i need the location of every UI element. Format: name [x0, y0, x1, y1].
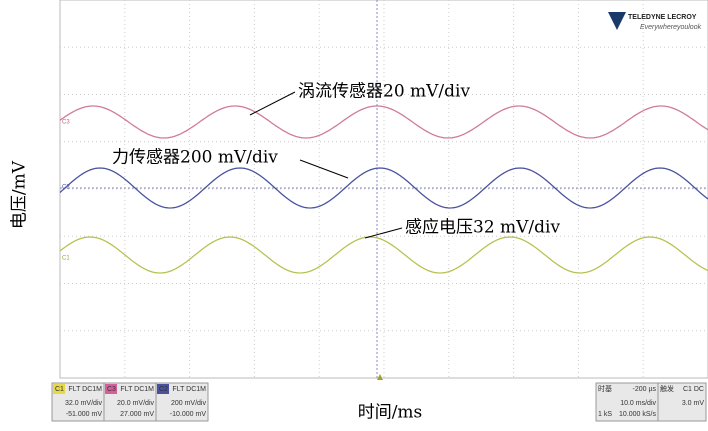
leader: [299, 159, 349, 179]
scale: 32.0 mV/div: [65, 400, 102, 407]
timebase-rate: 10.000 kS/s: [619, 411, 656, 418]
logo-brand: TELEDYNE LECROY: [628, 14, 697, 21]
marker: C3: [62, 120, 70, 126]
x-axis-label: 时间/ms: [358, 403, 423, 423]
trigger-source: C1 DC: [683, 386, 704, 393]
grid: [60, 0, 708, 378]
annotation: 涡流传感器20 mV/div: [298, 82, 470, 102]
trigger-level: 3.0 mV: [682, 400, 705, 407]
annotation: 力传感器200 mV/div: [112, 148, 278, 168]
annotation: 感应电压32 mV/div: [405, 218, 560, 238]
marker: C1: [62, 256, 70, 262]
leader: [364, 227, 403, 239]
marker: C2: [62, 185, 70, 191]
scale: 200 mV/div: [171, 400, 207, 407]
trigger-marker: [377, 374, 383, 380]
channel-id: C3: [107, 386, 116, 393]
offset: 27.000 mV: [120, 411, 154, 418]
trigger-title: 触发: [660, 384, 674, 393]
timebase-panel[interactable]: [595, 382, 659, 422]
channel-boxes: C1 FLT DC1M 32.0 mV/div -51.000 mV C3 FL…: [51, 382, 209, 422]
timebase-title: 时基: [598, 384, 612, 393]
logo-icon: [608, 12, 626, 30]
offset: -51.000 mV: [66, 411, 103, 418]
waveforms: [59, 105, 708, 274]
timebase-samples: 1 kS: [598, 411, 612, 418]
timebase-scale: 10.0 ms/div: [620, 400, 656, 407]
waveform: [59, 167, 708, 209]
coupling: FLT DC1M: [172, 386, 206, 393]
timebase-box[interactable]: 时基 -200 µs 10.0 ms/div 1 kS 10.000 kS/s: [595, 382, 659, 422]
timebase-delay: -200 µs: [633, 386, 657, 393]
channel-tag: [105, 384, 117, 394]
scale: 20.0 mV/div: [117, 400, 154, 407]
logo-tagline: Everywhereyoulook: [640, 24, 702, 31]
channel-id: C1: [55, 386, 64, 393]
offset: -10.000 mV: [170, 411, 207, 418]
coupling: FLT DC1M: [68, 386, 102, 393]
waveform: [59, 236, 708, 274]
leader: [249, 91, 296, 116]
trigger-panel[interactable]: [657, 382, 707, 422]
y-axis-label: 电压/mV: [10, 160, 30, 229]
coupling: FLT DC1M: [120, 386, 154, 393]
channel-tag: [157, 384, 169, 394]
waveform: [59, 105, 708, 139]
trigger-box[interactable]: 触发 C1 DC 3.0 mV: [657, 382, 707, 422]
channel-id: C2: [159, 386, 168, 393]
channel-tag: [53, 384, 65, 394]
